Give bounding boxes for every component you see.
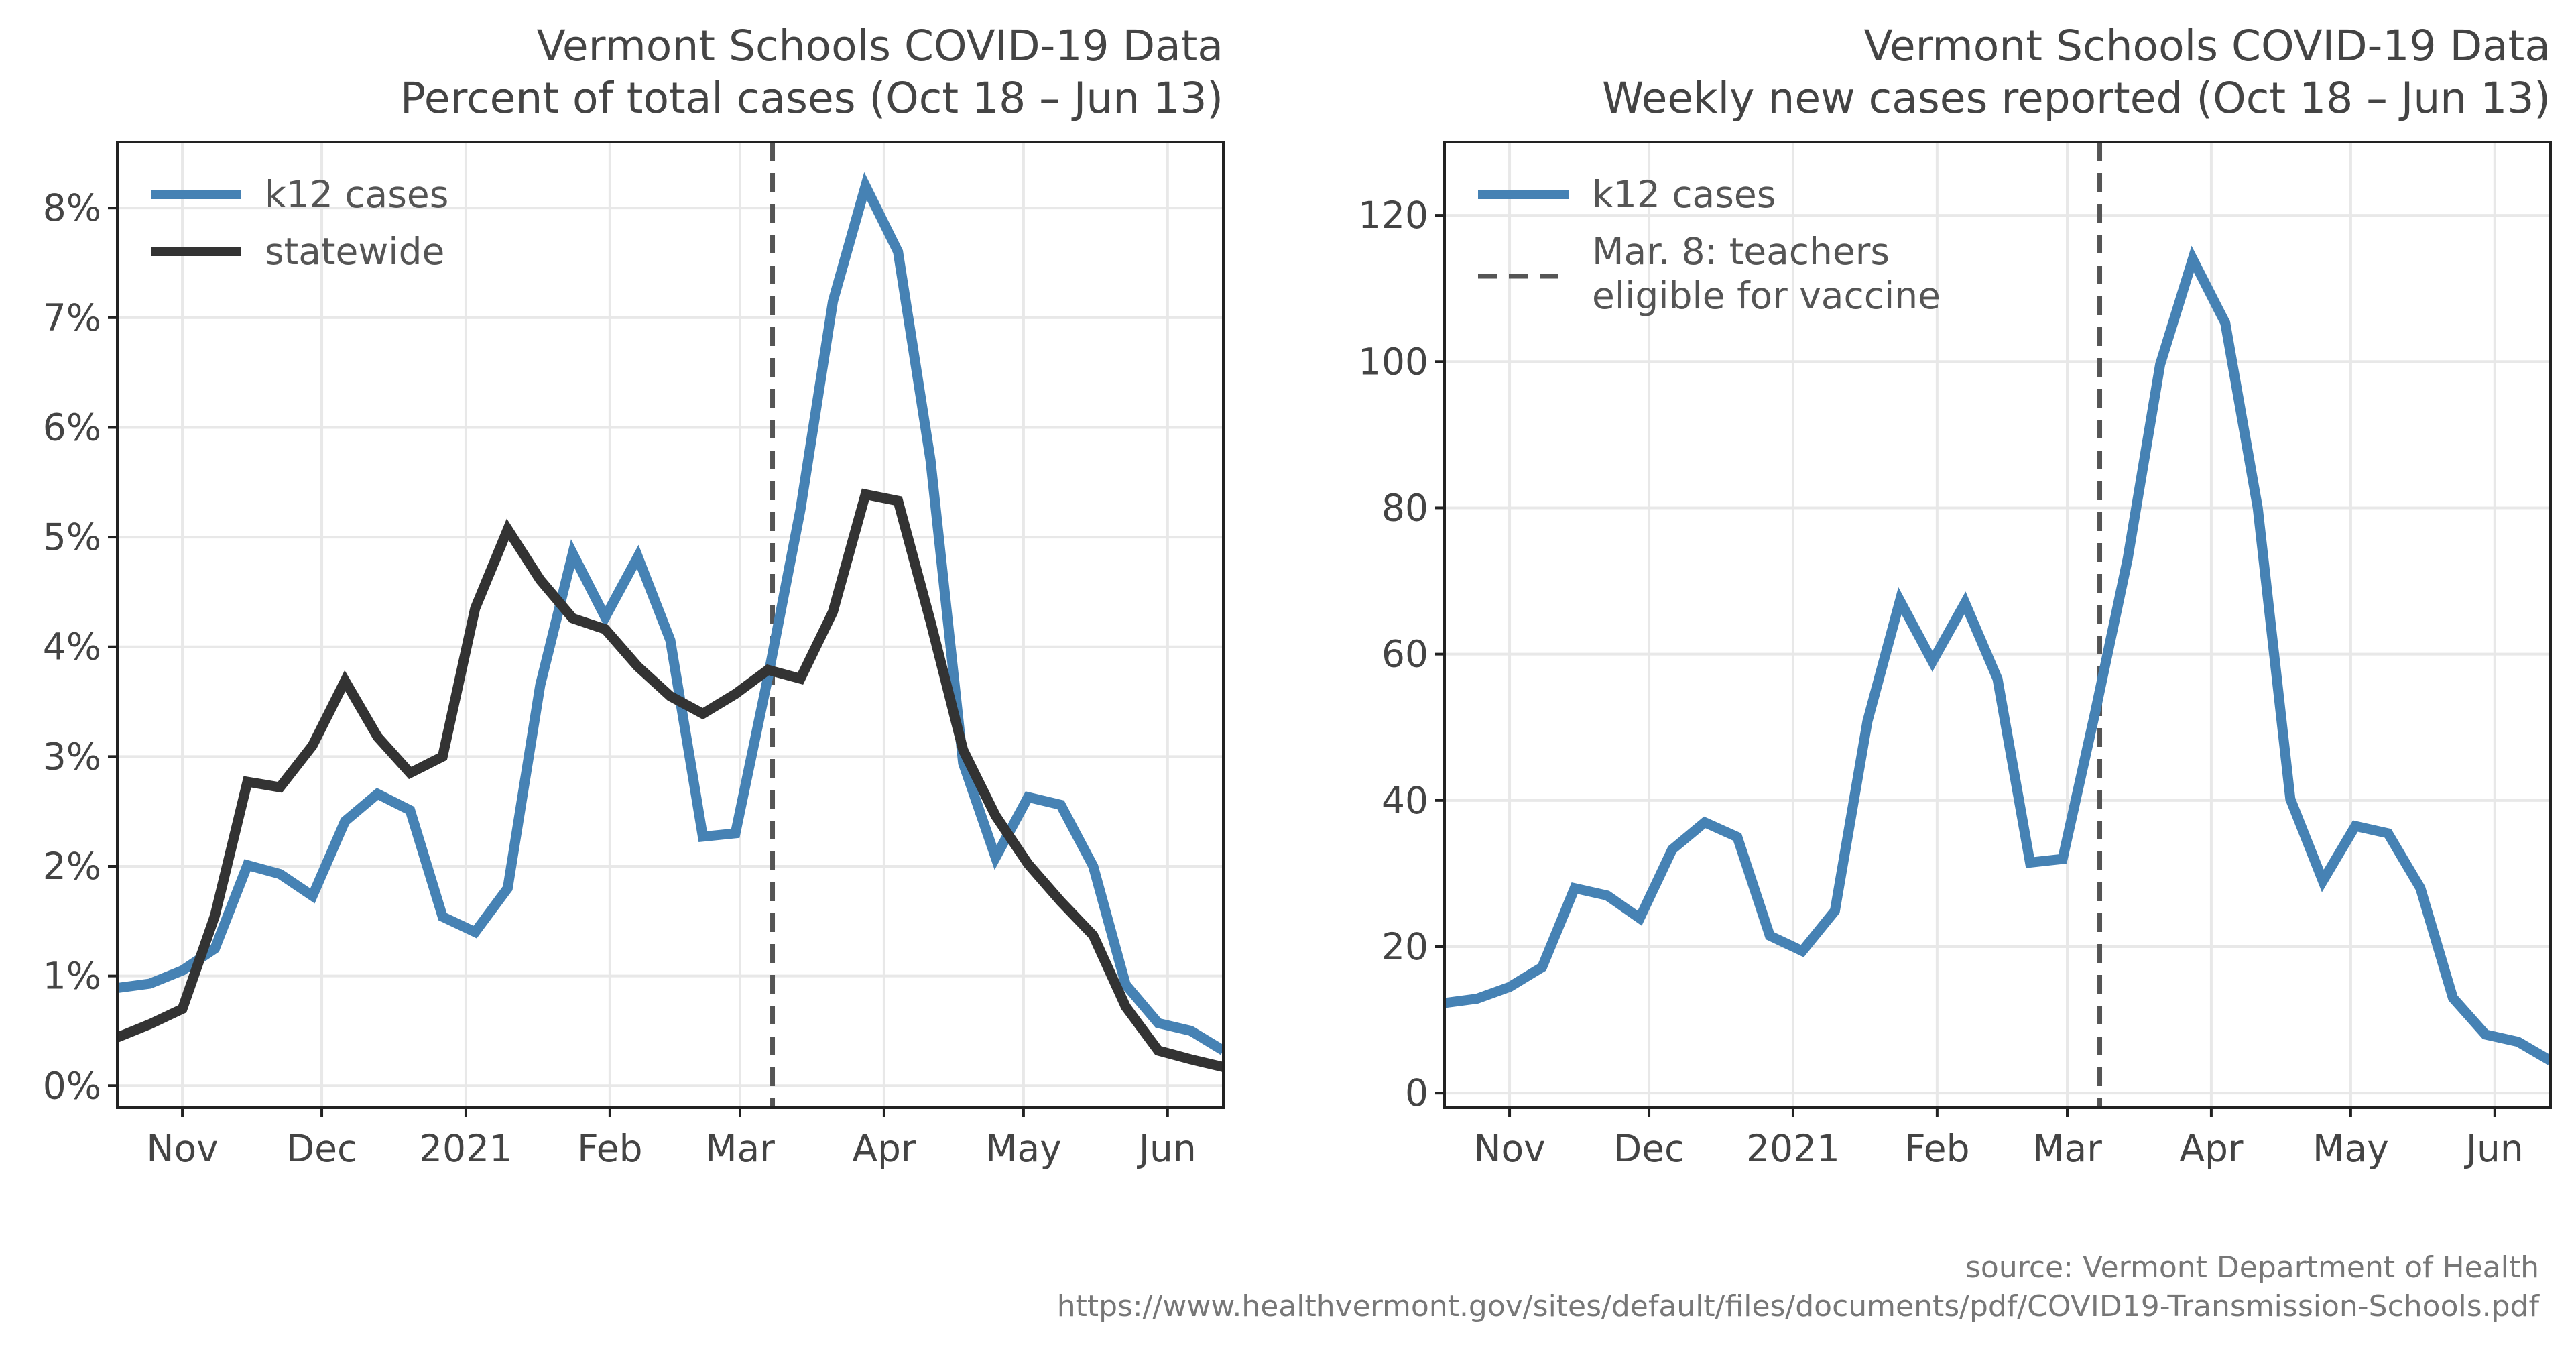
- y-tick-label: 4%: [43, 626, 101, 668]
- plot-frame: [1443, 141, 2552, 1109]
- x-tick-label: 2021: [419, 1127, 513, 1170]
- y-tick-label: 8%: [43, 186, 101, 229]
- series-lines: [117, 172, 1223, 1072]
- x-tick-label: Mar: [2032, 1127, 2102, 1170]
- chart-title: Vermont Schools COVID-19 Data: [1864, 21, 2551, 70]
- y-tick-label: 7%: [43, 296, 101, 339]
- x-tick-label: Jun: [2464, 1127, 2524, 1170]
- series-lines: [1445, 245, 2551, 1065]
- y-tick-label: 60: [1382, 633, 1428, 676]
- x-tick-label: Dec: [1613, 1127, 1684, 1170]
- chart-subtitle: Weekly new cases reported (Oct 18 – Jun …: [1602, 74, 2551, 123]
- series-line-statewide: [117, 488, 1223, 1072]
- y-tick-label: 3%: [43, 735, 101, 778]
- y-tick-label: 6%: [43, 406, 101, 449]
- legend-label-statewide: statewide: [265, 230, 444, 273]
- x-tick-label: 2021: [1746, 1127, 1840, 1170]
- y-tick-label: 0%: [43, 1064, 101, 1107]
- y-tick-label: 120: [1358, 194, 1428, 237]
- series-line-k12-cases: [1445, 245, 2551, 1065]
- x-tick-label: Feb: [577, 1127, 642, 1170]
- source-url: https://www.healthvermont.gov/sites/defa…: [1057, 1289, 2540, 1323]
- legend-label-k12-cases: k12 cases: [1592, 173, 1776, 216]
- x-axis-ticks: Nov Dec 2021 Feb Mar Apr May Jun: [1473, 1108, 2524, 1170]
- chart-title: Vermont Schools COVID-19 Data: [537, 21, 1223, 70]
- grid-lines: [117, 142, 1223, 1108]
- y-tick-label: 100: [1358, 340, 1428, 383]
- y-tick-label: 20: [1382, 925, 1428, 968]
- y-axis-ticks: 0 20 40 60 80 100 120: [1358, 194, 1445, 1114]
- y-tick-label: 80: [1382, 486, 1428, 529]
- legend-label-vaccine-marker-line2: eligible for vaccine: [1592, 274, 1941, 317]
- legend: k12 cases Mar. 8: teachers eligible for …: [1478, 173, 1941, 317]
- chart-subtitle: Percent of total cases (Oct 18 – Jun 13): [400, 74, 1223, 123]
- x-tick-label: Nov: [146, 1127, 218, 1170]
- x-tick-label: Apr: [2179, 1127, 2244, 1170]
- legend-label-k12-cases: k12 cases: [265, 173, 448, 216]
- x-axis-ticks: Nov Dec 2021 Feb Mar Apr May Jun: [146, 1108, 1197, 1170]
- legend-label-vaccine-marker-line1: Mar. 8: teachers: [1592, 230, 1890, 273]
- y-tick-label: 2%: [43, 845, 101, 888]
- y-axis-ticks: 0% 1% 2% 3% 4% 5% 6% 7% 8%: [43, 186, 117, 1107]
- x-tick-label: May: [2313, 1127, 2389, 1170]
- plot-frame: [116, 141, 1225, 1109]
- legend: k12 cases statewide: [151, 173, 448, 273]
- x-tick-label: Dec: [286, 1127, 357, 1170]
- x-tick-label: Apr: [852, 1127, 916, 1170]
- y-tick-label: 5%: [43, 516, 101, 558]
- x-tick-label: May: [985, 1127, 1062, 1170]
- y-tick-label: 0: [1405, 1071, 1428, 1114]
- source-attribution: source: Vermont Department of Health: [1965, 1250, 2539, 1285]
- x-tick-label: Nov: [1473, 1127, 1545, 1170]
- series-line-k12-cases: [117, 172, 1223, 1055]
- chart-percent-total-cases: Vermont Schools COVID-19 Data Percent of…: [43, 21, 1225, 1170]
- x-tick-label: Feb: [1904, 1127, 1969, 1170]
- x-tick-label: Jun: [1137, 1127, 1197, 1170]
- y-tick-label: 40: [1382, 779, 1428, 822]
- grid-lines: [1445, 142, 2551, 1108]
- chart-weekly-new-cases: Vermont Schools COVID-19 Data Weekly new…: [1358, 21, 2552, 1170]
- x-tick-label: Mar: [705, 1127, 775, 1170]
- y-tick-label: 1%: [43, 955, 101, 998]
